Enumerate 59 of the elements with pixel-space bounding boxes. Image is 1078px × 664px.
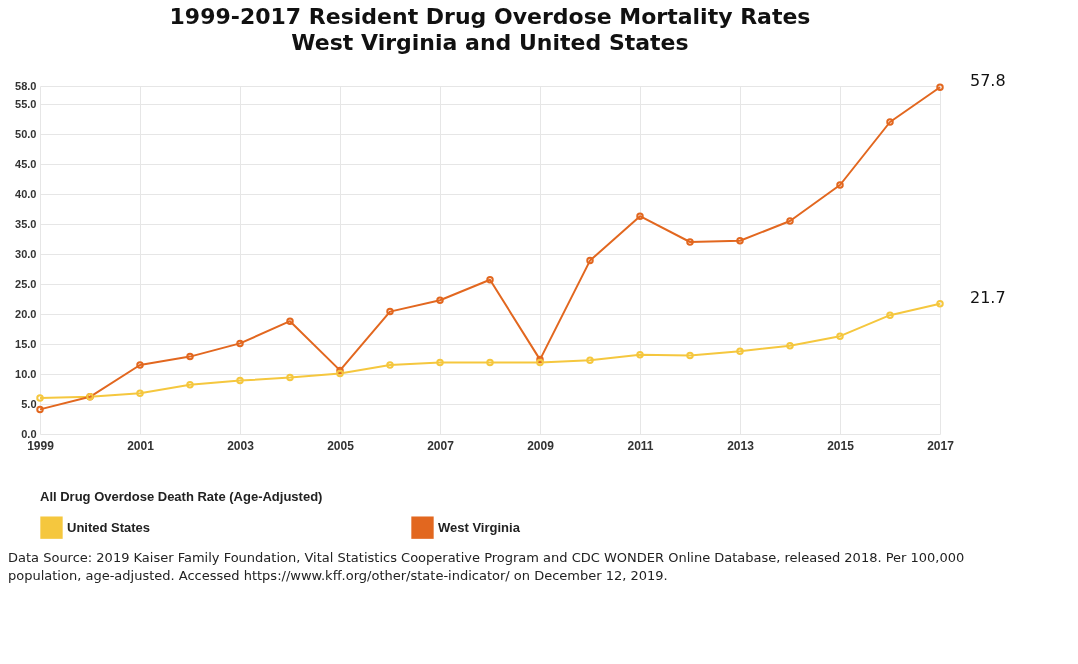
annotation: 57.8 <box>970 71 1006 91</box>
y-tick-label: 0.0 <box>21 427 37 440</box>
x-tick-label: 2005 <box>327 438 355 453</box>
point <box>286 317 294 325</box>
x-tick-label: 2017 <box>927 438 955 453</box>
x-tick-label: 2009 <box>527 438 555 453</box>
source-note: Data Source: 2019 Kaiser Family Foundation, Vital Statistics Cooperative Program and CDC WONDER Online Database, released 2018. Per 100,000 population, age-adjusted. Accessed https://www.kff.org/other/state-indicator/ on December 12, 2019. <box>8 549 966 585</box>
point <box>786 342 794 350</box>
x-tick-label: 2007 <box>427 438 455 453</box>
y-tick-label: 40.0 <box>15 187 37 200</box>
legend-label: United States <box>67 519 151 535</box>
y-tick-label: 15.0 <box>15 337 37 350</box>
chart-subtitle: West Virginia and United States <box>291 30 689 56</box>
point <box>586 356 594 364</box>
point <box>636 351 644 359</box>
point <box>236 376 244 385</box>
y-tick-label: 10.0 <box>15 367 37 380</box>
y-tick-label: 45.0 <box>15 157 37 170</box>
y-tick-label: 35.0 <box>15 217 37 230</box>
point <box>736 347 744 355</box>
y-tick-label: 58.0 <box>15 79 37 92</box>
y-tick-label: 50.0 <box>15 127 37 140</box>
point <box>386 361 394 369</box>
point <box>486 276 494 284</box>
x-tick-label: 2011 <box>627 438 654 453</box>
point <box>436 296 444 304</box>
y-tick-label: 25.0 <box>15 277 37 290</box>
point <box>436 358 444 367</box>
x-tick-label: 2015 <box>827 438 855 453</box>
y-tick-label: 20.0 <box>15 307 37 320</box>
y-tick-label: 5.0 <box>21 397 37 410</box>
x-tick-label: 2013 <box>727 438 755 453</box>
point <box>736 237 744 245</box>
point <box>686 238 694 246</box>
point <box>186 352 194 361</box>
annotation: 21.7 <box>970 287 1006 307</box>
point <box>686 351 694 360</box>
point <box>786 217 794 225</box>
point <box>286 373 294 382</box>
point <box>136 361 144 369</box>
point <box>636 212 644 220</box>
point <box>586 256 594 265</box>
chart-title: 1999-2017 Resident Drug Overdose Mortality Rates <box>169 4 811 30</box>
point <box>136 389 144 397</box>
point <box>186 381 194 389</box>
x-tick-label: 2001 <box>127 438 155 453</box>
point <box>886 311 894 319</box>
legend-title: All Drug Overdose Death Rate (Age-Adjusted) <box>40 489 323 504</box>
x-tick-label: 1999 <box>27 438 55 453</box>
point <box>386 307 394 316</box>
point <box>486 358 494 367</box>
point <box>886 118 894 126</box>
x-tick-label: 2003 <box>227 438 255 453</box>
point <box>836 181 844 189</box>
y-tick-label: 30.0 <box>15 247 37 260</box>
point <box>236 339 244 348</box>
y-tick-label: 55.0 <box>15 97 37 110</box>
legend-label: West Virginia <box>438 519 521 535</box>
point <box>836 332 844 340</box>
